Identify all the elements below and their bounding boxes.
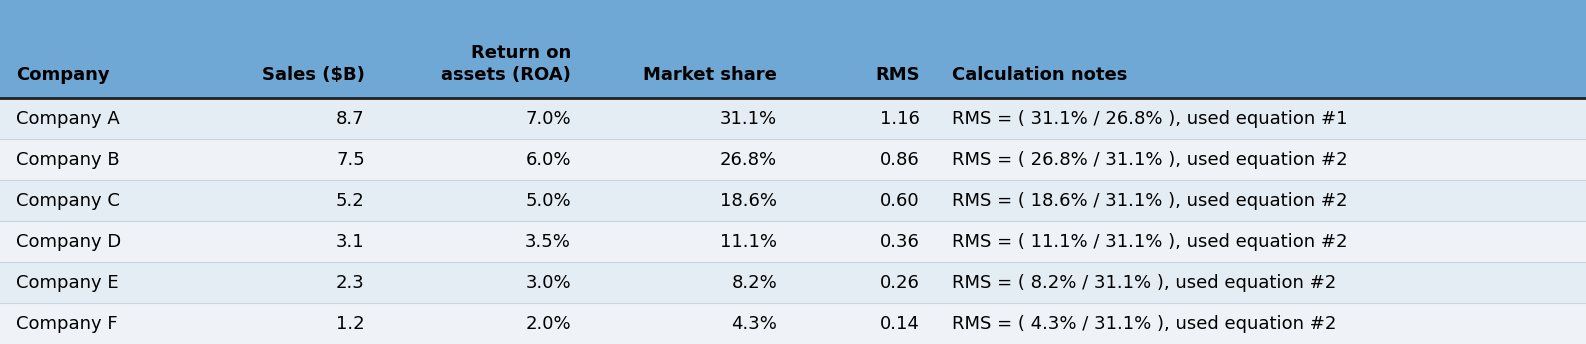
Text: Market share: Market share: [644, 66, 777, 84]
Text: 7.5: 7.5: [336, 151, 365, 169]
Text: Company F: Company F: [16, 314, 117, 333]
Text: 18.6%: 18.6%: [720, 192, 777, 209]
Text: 4.3%: 4.3%: [731, 314, 777, 333]
Text: 1.16: 1.16: [880, 109, 920, 128]
Text: RMS = ( 4.3% / 31.1% ), used equation #2: RMS = ( 4.3% / 31.1% ), used equation #2: [952, 314, 1335, 333]
Text: 5.2: 5.2: [336, 192, 365, 209]
Bar: [0, 139, 1586, 180]
Text: 6.0%: 6.0%: [525, 151, 571, 169]
Text: 11.1%: 11.1%: [720, 233, 777, 250]
Bar: [0, 0, 1586, 98]
Text: RMS = ( 31.1% / 26.8% ), used equation #1: RMS = ( 31.1% / 26.8% ), used equation #…: [952, 109, 1347, 128]
Text: 2.0%: 2.0%: [525, 314, 571, 333]
Text: Sales ($B): Sales ($B): [262, 66, 365, 84]
Text: 31.1%: 31.1%: [720, 109, 777, 128]
Text: 8.2%: 8.2%: [731, 273, 777, 291]
Text: Company C: Company C: [16, 192, 119, 209]
Text: RMS = ( 18.6% / 31.1% ), used equation #2: RMS = ( 18.6% / 31.1% ), used equation #…: [952, 192, 1347, 209]
Text: 0.26: 0.26: [880, 273, 920, 291]
Text: 3.5%: 3.5%: [525, 233, 571, 250]
Text: Return on
assets (ROA): Return on assets (ROA): [441, 44, 571, 84]
Bar: [0, 180, 1586, 221]
Text: 3.1: 3.1: [336, 233, 365, 250]
Text: RMS = ( 26.8% / 31.1% ), used equation #2: RMS = ( 26.8% / 31.1% ), used equation #…: [952, 151, 1347, 169]
Text: RMS = ( 8.2% / 31.1% ), used equation #2: RMS = ( 8.2% / 31.1% ), used equation #2: [952, 273, 1335, 291]
Text: Company: Company: [16, 66, 109, 84]
Bar: [0, 262, 1586, 303]
Text: Company D: Company D: [16, 233, 121, 250]
Bar: [0, 221, 1586, 262]
Text: 3.0%: 3.0%: [525, 273, 571, 291]
Text: RMS: RMS: [875, 66, 920, 84]
Text: 26.8%: 26.8%: [720, 151, 777, 169]
Text: 2.3: 2.3: [336, 273, 365, 291]
Bar: [0, 98, 1586, 139]
Text: RMS = ( 11.1% / 31.1% ), used equation #2: RMS = ( 11.1% / 31.1% ), used equation #…: [952, 233, 1347, 250]
Text: 0.14: 0.14: [880, 314, 920, 333]
Text: 0.60: 0.60: [880, 192, 920, 209]
Text: 8.7: 8.7: [336, 109, 365, 128]
Text: 0.36: 0.36: [880, 233, 920, 250]
Text: Company A: Company A: [16, 109, 119, 128]
Text: 0.86: 0.86: [880, 151, 920, 169]
Text: Company B: Company B: [16, 151, 119, 169]
Text: 5.0%: 5.0%: [525, 192, 571, 209]
Text: Calculation notes: Calculation notes: [952, 66, 1128, 84]
Text: 1.2: 1.2: [336, 314, 365, 333]
Text: Company E: Company E: [16, 273, 119, 291]
Bar: [0, 303, 1586, 344]
Text: 7.0%: 7.0%: [525, 109, 571, 128]
